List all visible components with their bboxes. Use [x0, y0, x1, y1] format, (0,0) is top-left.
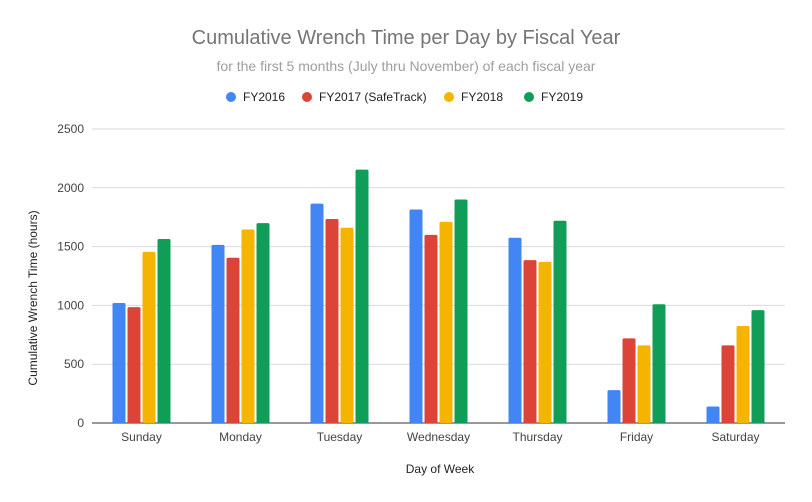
legend-item: FY2016	[226, 90, 285, 104]
bar	[439, 221, 453, 423]
bar	[355, 169, 369, 423]
bar-series-group	[112, 169, 765, 423]
bar	[310, 203, 324, 423]
bar	[508, 237, 522, 423]
chart-title: Cumulative Wrench Time per Day by Fiscal…	[192, 27, 621, 49]
x-tick-label: Saturday	[711, 430, 759, 444]
legend-item: FY2018	[444, 90, 503, 104]
x-tick-label: Sunday	[121, 430, 162, 444]
y-tick-label: 1500	[57, 240, 84, 254]
x-tick-label: Friday	[620, 430, 653, 444]
gridlines	[92, 128, 785, 424]
bar	[622, 338, 636, 423]
bar	[706, 406, 720, 423]
y-tick-label: 2500	[57, 122, 84, 136]
bar	[721, 345, 735, 423]
x-tick-label: Tuesday	[317, 430, 363, 444]
bar	[325, 218, 339, 423]
y-tick-label: 0	[77, 416, 84, 430]
bar	[751, 310, 765, 423]
bar	[523, 260, 537, 423]
bar	[211, 244, 225, 423]
y-axis-title: Cumulative Wrench Time (hours)	[26, 210, 40, 385]
bar	[637, 345, 651, 423]
chart-subtitle: for the first 5 months (July thru Novemb…	[217, 58, 596, 74]
bar	[142, 251, 156, 423]
legend-label: FY2018	[461, 90, 503, 104]
legend-swatch	[444, 92, 454, 102]
x-axis-title: Day of Week	[406, 462, 475, 476]
legend-label: FY2017 (SafeTrack)	[319, 90, 427, 104]
legend-item: FY2019	[524, 90, 583, 104]
bar	[241, 229, 255, 423]
y-tick-label: 2000	[57, 181, 84, 195]
bar	[340, 227, 354, 423]
bar	[112, 303, 126, 423]
bar	[256, 223, 270, 423]
legend-swatch	[302, 92, 312, 102]
x-axis-ticks: Sunday Monday Tuesday Wednesday Thursday Frid…	[121, 430, 759, 444]
bar	[736, 325, 750, 423]
bar	[652, 304, 666, 423]
legend-swatch	[226, 92, 236, 102]
bar	[553, 220, 567, 423]
legend-label: FY2019	[541, 90, 583, 104]
bar	[409, 209, 423, 423]
bar	[424, 234, 438, 423]
y-axis-ticks: 0 500 1000 1500 2000 2500	[57, 122, 84, 430]
legend-swatch	[524, 92, 534, 102]
bar	[454, 199, 468, 423]
legend-item: FY2017 (SafeTrack)	[302, 90, 427, 104]
bar	[538, 261, 552, 423]
x-tick-label: Thursday	[512, 430, 562, 444]
legend-label: FY2016	[243, 90, 285, 104]
bar	[226, 257, 240, 423]
y-tick-label: 1000	[57, 298, 84, 312]
bar	[157, 238, 171, 423]
chart-legend: FY2016 FY2017 (SafeTrack) FY2018 FY2019	[226, 90, 583, 104]
x-tick-label: Wednesday	[407, 430, 470, 444]
bar	[607, 390, 621, 423]
bar	[127, 307, 141, 423]
x-tick-label: Monday	[219, 430, 262, 444]
y-tick-label: 500	[64, 357, 84, 371]
